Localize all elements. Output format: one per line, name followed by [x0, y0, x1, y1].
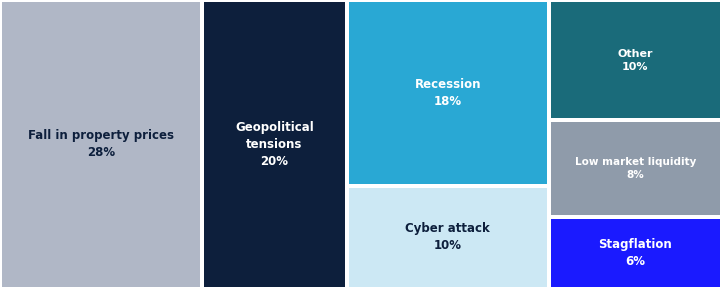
Text: Geopolitical
tensions
20%: Geopolitical tensions 20% — [235, 121, 314, 168]
Text: Stagflation
6%: Stagflation 6% — [599, 238, 672, 268]
Text: Other
10%: Other 10% — [617, 49, 653, 72]
Text: Recession
18%: Recession 18% — [414, 78, 481, 108]
Bar — [349, 188, 547, 287]
Bar — [551, 219, 720, 287]
Bar — [2, 2, 200, 287]
Bar — [551, 2, 720, 118]
Bar — [204, 2, 344, 287]
Text: Low market liquidity
8%: Low market liquidity 8% — [575, 157, 696, 180]
Text: Cyber attack
10%: Cyber attack 10% — [405, 223, 490, 252]
Bar — [551, 123, 720, 215]
Text: Fall in property prices
28%: Fall in property prices 28% — [28, 129, 174, 160]
Bar — [349, 2, 547, 184]
